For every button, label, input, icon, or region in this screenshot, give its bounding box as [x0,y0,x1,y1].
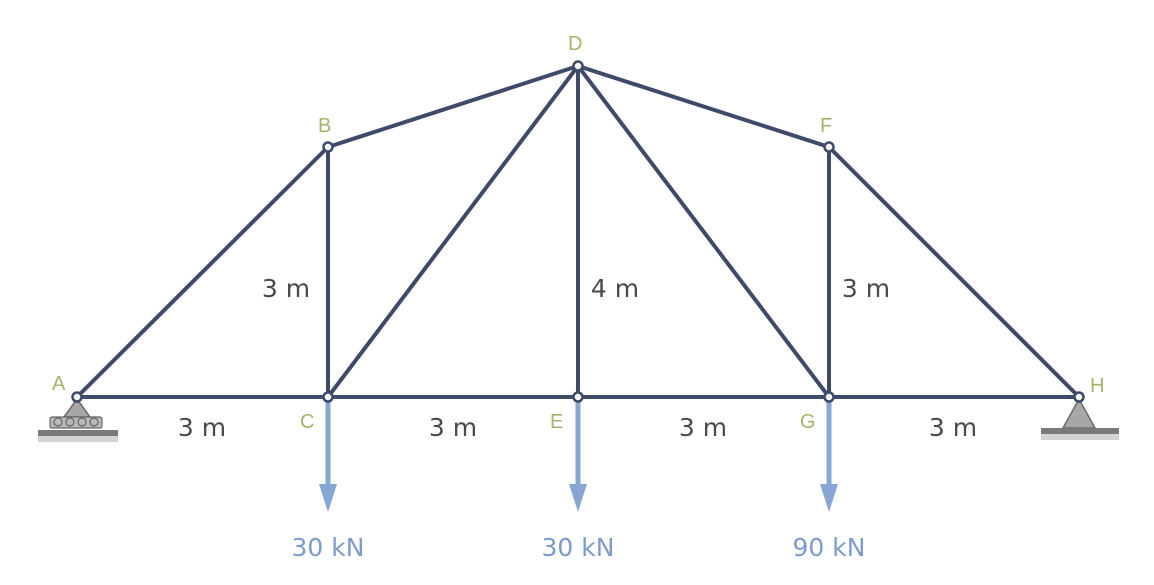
roller-support-A [38,397,118,442]
dim-span-CE: 3 m [429,413,477,442]
joint-E [572,391,584,403]
node-label-E: E [550,411,563,433]
loads: 30 kN 30 kN 90 kN [292,400,866,562]
joint-G [823,391,835,403]
node-label-F: F [820,115,832,137]
load-label-G: 90 kN [793,533,866,562]
load-arrow-C [319,400,337,512]
node-label-B: B [318,115,331,137]
member-CD [326,64,580,399]
joint-B [322,141,334,153]
joint-F [823,141,835,153]
load-arrow-G [820,400,838,512]
node-labels: A B C D E F G H [52,33,1104,433]
pin-support-H [1041,397,1119,440]
member-DG [576,64,831,399]
dim-height-FG: 3 m [842,274,890,303]
node-label-D: D [568,33,582,55]
load-label-E: 30 kN [542,533,615,562]
member-BD [326,64,580,149]
dim-span-GH: 3 m [929,413,977,442]
load-arrow-E [569,400,587,512]
members [75,64,1081,399]
joints [71,60,1085,403]
member-AB [75,145,330,399]
node-label-C: C [300,411,314,433]
dim-height-DE: 4 m [591,274,639,303]
load-label-C: 30 kN [292,533,365,562]
node-label-H: H [1090,375,1104,397]
dimension-labels: 3 m 3 m 3 m 3 m 3 m 4 m 3 m [178,274,977,442]
dim-span-AC: 3 m [178,413,226,442]
joint-D [572,60,584,72]
member-DF [576,64,831,149]
dim-span-EG: 3 m [679,413,727,442]
node-label-G: G [800,411,816,433]
node-label-A: A [52,373,66,395]
joint-H [1073,391,1085,403]
joint-A [71,391,83,403]
member-FH [827,145,1081,399]
dim-height-BC: 3 m [262,274,310,303]
joint-C [322,391,334,403]
